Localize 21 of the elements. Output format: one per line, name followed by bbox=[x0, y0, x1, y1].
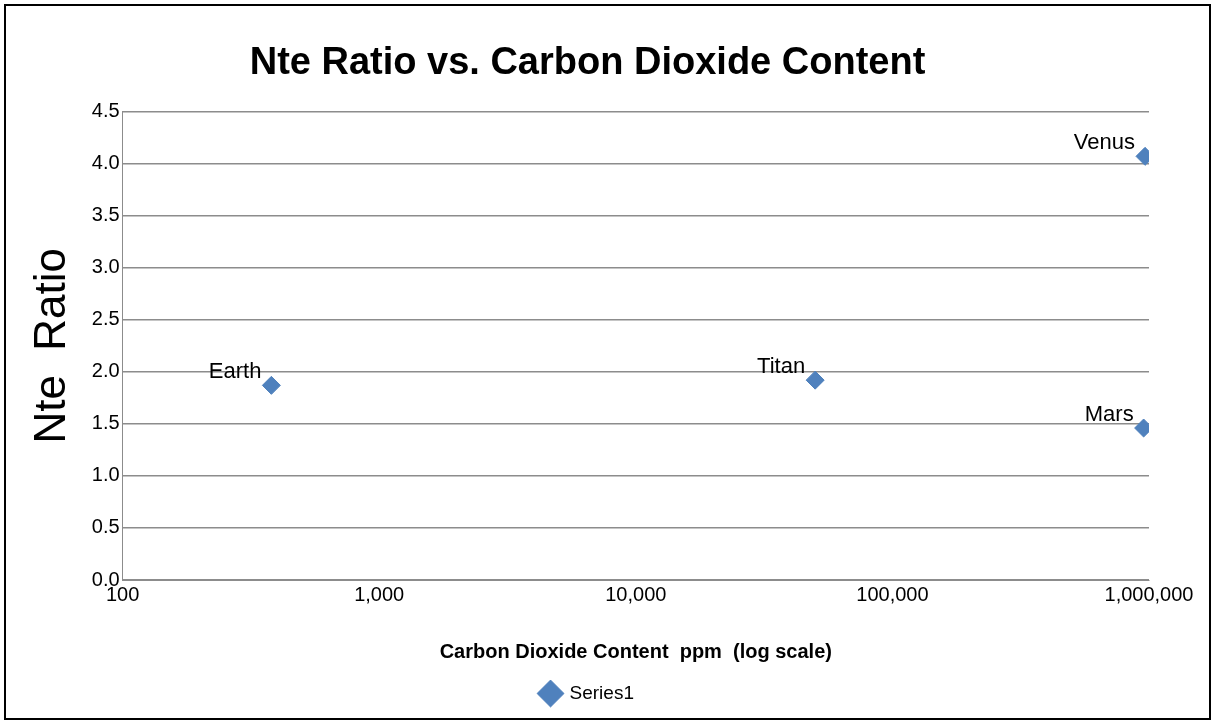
annotation: Earth bbox=[208, 358, 262, 384]
x-tick-label: 100,000 bbox=[856, 582, 929, 605]
x-tick-label: 1,000,000 bbox=[1104, 582, 1194, 605]
annotation: Venus bbox=[1073, 129, 1136, 155]
x-tick-label: 10,000 bbox=[605, 582, 667, 605]
y-tick-label: 2.5 bbox=[91, 307, 120, 330]
y-tick-label: 4.5 bbox=[91, 99, 120, 122]
y-tick-label: 0.5 bbox=[91, 515, 120, 538]
y-tick-label: 2.0 bbox=[91, 359, 120, 382]
y-axis-title: Nte Ratio bbox=[24, 247, 74, 444]
annotation: Titan bbox=[757, 353, 806, 379]
y-tick-label: 1.5 bbox=[91, 411, 120, 434]
legend-label: Series1 bbox=[569, 681, 634, 703]
x-axis-title: Carbon Dioxide Content ppm (log scale) bbox=[439, 639, 832, 662]
y-tick-label: 3.0 bbox=[91, 255, 120, 278]
chart-title: Nte Ratio vs. Carbon Dioxide Content bbox=[249, 40, 926, 83]
x-tick-label: 1,000 bbox=[354, 582, 405, 605]
y-tick-label: 1.0 bbox=[91, 463, 120, 486]
annotation: Mars bbox=[1084, 401, 1134, 427]
y-tick-label: 4.0 bbox=[91, 151, 120, 174]
y-tick-label: 3.5 bbox=[91, 203, 120, 226]
